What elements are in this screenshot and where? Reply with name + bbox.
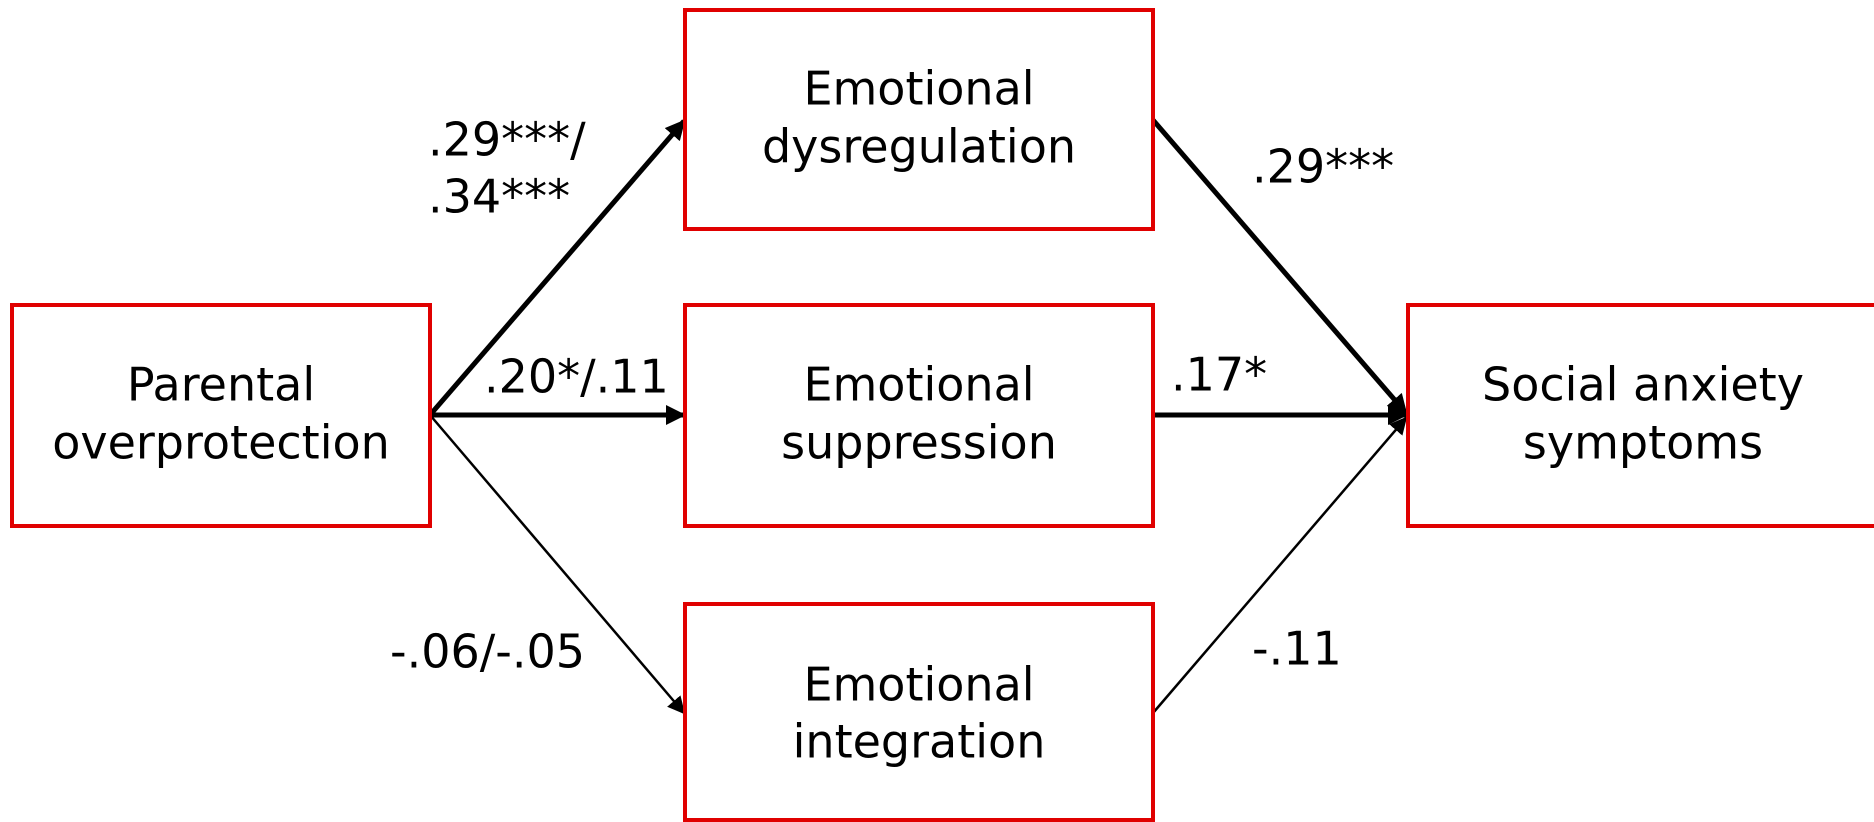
edge-label: -.06/-.05 — [390, 625, 585, 679]
edge-arrow — [1152, 416, 1408, 714]
edge-arrow — [429, 414, 686, 715]
edge-label: .29*** — [1252, 140, 1394, 194]
node-label: overprotection — [52, 416, 390, 470]
node-label: Parental — [127, 358, 315, 412]
node-label: Emotional — [803, 658, 1034, 712]
node-box — [683, 8, 1155, 231]
node-label: dysregulation — [762, 120, 1076, 174]
node-box — [683, 303, 1155, 528]
edge-labels: .29***/ .34*** .20*/.11 -.06/-.05 .29***… — [390, 113, 1394, 679]
node-box — [1406, 303, 1874, 528]
node-label: suppression — [781, 416, 1057, 470]
edges — [428, 118, 1408, 715]
node-label: Emotional — [803, 62, 1034, 116]
node-label: Social anxiety — [1482, 358, 1804, 412]
node-label: integration — [793, 715, 1046, 769]
node-label: symptoms — [1523, 416, 1763, 470]
edge-label: .17* — [1171, 348, 1267, 402]
edge-arrow — [1151, 118, 1408, 415]
node-box — [683, 602, 1155, 822]
edge-label: .34*** — [428, 170, 570, 224]
nodes: Parental overprotection Emotional dysreg… — [10, 8, 1874, 822]
edge-label: -.11 — [1252, 622, 1342, 676]
edge-label: .20*/.11 — [484, 350, 669, 404]
node-label: Emotional — [803, 358, 1034, 412]
node-box — [10, 303, 432, 528]
edge-label: .29***/ — [428, 113, 586, 167]
edge-arrow — [428, 119, 686, 417]
